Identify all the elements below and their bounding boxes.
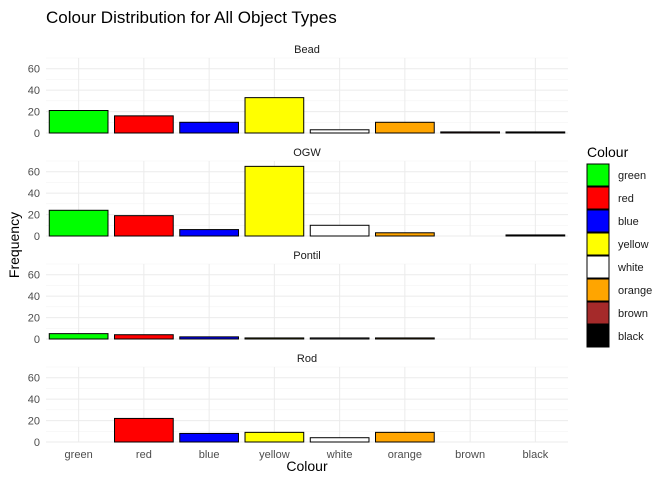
legend-label: blue (618, 216, 639, 228)
legend-key-blue (586, 209, 610, 233)
facet-panel-pontil: Pontil 0 20 40 60 (28, 250, 568, 346)
bar-bead-yellow (244, 97, 305, 134)
chart-title: Colour Distribution for All Object Types (46, 8, 337, 27)
y-tick-label: 20 (28, 313, 40, 325)
bar-bead-red (114, 115, 174, 134)
y-axis-title: Frequency (6, 212, 22, 278)
y-tick-label: 20 (28, 107, 40, 119)
y-tick-label: 40 (28, 85, 40, 97)
y-tick-label: 40 (28, 291, 40, 303)
bar-ogw-blue (179, 229, 239, 237)
y-tick-label: 60 (28, 167, 40, 179)
bar-rod-blue (179, 432, 239, 443)
x-tick-label: blue (199, 449, 220, 461)
x-axis-title: Colour (286, 458, 328, 474)
y-tick-label: 60 (28, 373, 40, 385)
bar-bead-orange (375, 121, 435, 134)
bar-pontil-white (309, 337, 370, 340)
bar-rod-white (309, 437, 370, 443)
legend-key-yellow (586, 232, 610, 256)
facet-panel-ogw: OGW 0 20 40 60 (28, 147, 568, 243)
legend-label: black (618, 331, 644, 343)
bar-ogw-orange (375, 232, 435, 237)
legend-key-green (586, 163, 610, 187)
legend-key-brown (586, 301, 610, 325)
bar-ogw-red (114, 215, 174, 237)
x-tick-label: black (523, 449, 549, 461)
legend-label: red (618, 193, 634, 205)
bar-pontil-red (114, 334, 174, 340)
facet-panel-bead: Bead 0 20 40 60 (28, 44, 568, 140)
y-tick-label: 60 (28, 64, 40, 76)
bar-bead-green (48, 110, 109, 134)
y-tick-label: 60 (28, 270, 40, 282)
y-tick-label: 20 (28, 416, 40, 428)
x-tick-label: white (326, 449, 353, 461)
legend-key-orange (586, 278, 610, 302)
bar-ogw-white (309, 224, 370, 237)
x-tick-label: orange (388, 449, 422, 461)
bar-pontil-orange (375, 337, 435, 340)
y-tick-label: 40 (28, 188, 40, 200)
y-tick-label: 0 (34, 128, 40, 140)
legend-label: brown (618, 308, 648, 320)
bar-rod-red (114, 417, 174, 443)
x-tick-label: red (136, 449, 152, 461)
legend-label: white (617, 262, 644, 274)
bar-rod-orange (375, 431, 435, 443)
legend: Colour green red blue yellow white orange brow… (586, 144, 652, 348)
bar-ogw-yellow (244, 165, 305, 237)
legend-label: yellow (618, 239, 649, 251)
legend-key-black (586, 324, 610, 348)
facet-strip-label: Pontil (293, 250, 321, 262)
legend-label: orange (618, 285, 652, 297)
x-tick-label: brown (455, 449, 485, 461)
facet-strip-label: Bead (294, 44, 320, 56)
bar-ogw-green (48, 209, 109, 237)
legend-key-white (586, 255, 610, 279)
bar-bead-blue (179, 121, 239, 134)
y-tick-label: 0 (34, 334, 40, 346)
y-tick-label: 0 (34, 437, 40, 449)
facet-panels: Bead 0 20 40 60 OGW 0 20 40 60 Pontil 0 20 40 60 Rod 0 20… (28, 44, 568, 461)
bar-bead-brown (440, 131, 500, 134)
bar-bead-black (505, 131, 566, 134)
bar-rod-yellow (244, 431, 305, 443)
bar-pontil-yellow (244, 337, 305, 340)
y-tick-label: 40 (28, 394, 40, 406)
y-tick-label: 20 (28, 210, 40, 222)
y-tick-label: 0 (34, 231, 40, 243)
legend-key-red (586, 186, 610, 210)
legend-title: Colour (587, 144, 629, 160)
x-tick-label: green (65, 449, 93, 461)
x-tick-label: yellow (259, 449, 290, 461)
facet-strip-label: OGW (293, 147, 321, 159)
facet-strip-label: Rod (297, 353, 317, 365)
bar-bead-white (309, 129, 370, 134)
bar-pontil-green (48, 333, 109, 340)
facet-panel-rod: Rod 0 20 40 60 (28, 353, 568, 449)
legend-label: green (618, 170, 646, 182)
bar-ogw-black (505, 234, 566, 237)
bar-pontil-blue (179, 336, 239, 340)
